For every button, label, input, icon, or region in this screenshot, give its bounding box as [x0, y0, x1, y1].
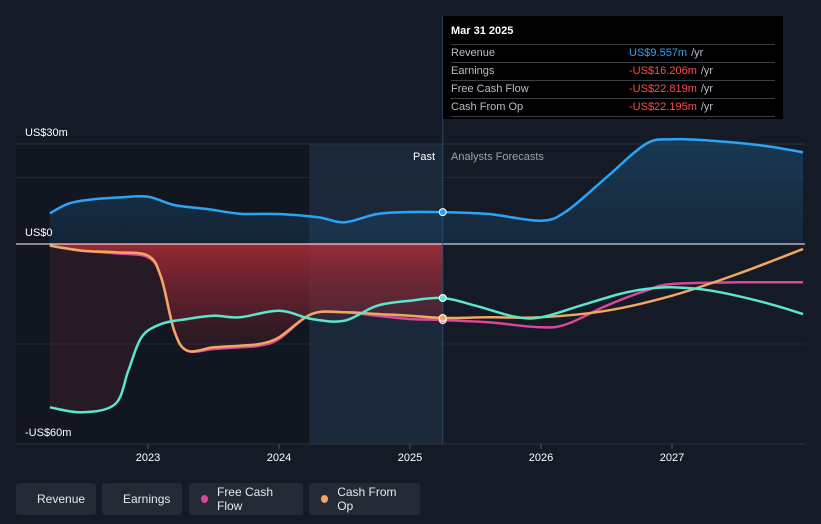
legend-cash-from-op[interactable]: Cash From Op	[309, 483, 420, 515]
tooltip-row-unit: /yr	[700, 101, 714, 113]
forecast-label: Analysts Forecasts	[451, 151, 544, 163]
y-label-top: US$30m	[25, 127, 68, 139]
tooltip-row-unit: /yr	[700, 65, 714, 77]
x-tick-2024: 2024	[267, 452, 291, 464]
tooltip-row-label: Earnings	[451, 65, 495, 77]
cash-from-op-line	[49, 244, 804, 353]
tooltip-row: Revenue US$9.557m/yr	[451, 45, 775, 63]
y-label-zero: US$0	[25, 227, 53, 239]
x-tick-2025: 2025	[398, 452, 422, 464]
earnings-area	[49, 244, 443, 413]
tooltip-row-label: Revenue	[451, 47, 496, 59]
tooltip-row-unit: /yr	[691, 47, 704, 59]
tooltip-row-label: Cash From Op	[451, 101, 524, 113]
legend-label: Revenue	[37, 492, 86, 506]
legend-dot-icon	[201, 495, 208, 503]
legend-label: Earnings	[123, 492, 171, 506]
revenue-area	[49, 139, 803, 244]
tooltip-row-value: -US$16.206m	[629, 65, 697, 77]
y-label-bottom: -US$60m	[25, 427, 71, 439]
cash-from-op-marker	[438, 314, 447, 322]
earnings-marker	[438, 294, 447, 302]
revenue-line	[49, 137, 804, 224]
cash-from-op-area	[49, 244, 443, 352]
tooltip-panel: Mar 31 2025 Revenue US$9.557m/yr Earnings -…	[443, 16, 783, 119]
x-tick-2027: 2027	[660, 452, 684, 464]
legend-dot-icon	[321, 495, 329, 503]
past-label: Past	[413, 151, 435, 163]
tooltip-row-value: US$9.557m	[629, 47, 688, 59]
x-tick-2026: 2026	[529, 452, 553, 464]
legend-label: Free Cash Flow	[216, 485, 274, 513]
tooltip-date: Mar 31 2025	[451, 24, 775, 45]
legend-earnings[interactable]: Earnings	[102, 483, 182, 515]
revenue-marker	[438, 208, 447, 217]
tooltip-row: Cash From Op -US$22.195m/yr	[451, 99, 775, 117]
tooltip-row-unit: /yr	[700, 83, 714, 95]
tooltip-row: Earnings -US$16.206m/yr	[451, 63, 775, 81]
legend-label: Cash From Op	[337, 485, 397, 513]
legend-free-cash-flow[interactable]: Free Cash Flow	[189, 483, 303, 515]
tooltip-row-value: -US$22.195m	[629, 101, 697, 113]
x-tick-2023: 2023	[136, 452, 160, 464]
legend-revenue[interactable]: Revenue	[16, 483, 96, 515]
earnings-line	[49, 286, 804, 414]
tooltip-row-label: Free Cash Flow	[451, 83, 529, 95]
tooltip-row: Free Cash Flow -US$22.819m/yr	[451, 81, 775, 99]
tooltip-row-value: -US$22.819m	[629, 83, 697, 95]
